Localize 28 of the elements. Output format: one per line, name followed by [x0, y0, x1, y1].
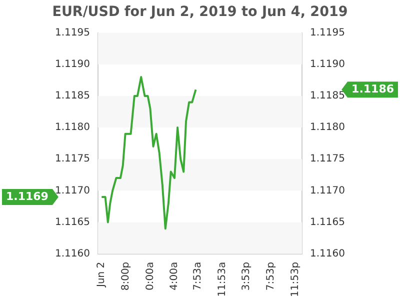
y2-tick-label: 1.1195	[310, 27, 346, 38]
x-tick-label: 8:00p	[120, 262, 132, 291]
x-tick-label: 3:53p	[241, 262, 252, 291]
y2-tick-label: 1.1160	[310, 248, 346, 260]
text: 1.1186	[352, 82, 394, 96]
chart-title: EUR/USD for Jun 2, 2019 to Jun 4, 2019	[52, 4, 348, 20]
y-tick-label: 1.1190	[54, 58, 90, 70]
x-tick-label: 4:00a	[169, 262, 180, 290]
y-tick-label: 1.1180	[54, 122, 90, 134]
y2-tick-label: 1.1165	[310, 216, 346, 228]
x-tick-label: Jun 2	[96, 262, 108, 288]
y-tick-label: 1.1195	[54, 27, 90, 38]
x-tick-label: 11:53p	[290, 262, 301, 298]
y2-tick-label: 1.1190	[310, 58, 346, 70]
y-tick-label: 1.1160	[54, 248, 90, 260]
y-tick-label: 1.1185	[54, 90, 90, 102]
y2-tick-label: 1.1185	[310, 90, 346, 102]
y-tick-label: 1.1165	[54, 216, 90, 228]
y2-tick-label: 1.1170	[310, 185, 346, 196]
y2-tick-label: 1.1180	[310, 122, 346, 134]
x-tick-label: 0:00a	[144, 262, 156, 290]
x-tick-label: 11:53a	[216, 262, 228, 297]
x-tick-label: 7:53p	[266, 262, 277, 291]
y2-tick-label: 1.1175	[310, 154, 346, 165]
y-tick-label: 1.1175	[54, 154, 90, 165]
y-tick-label: 1.1170	[54, 185, 90, 196]
x-tick-label: 7:53a	[192, 262, 204, 290]
text: 1.1169	[6, 190, 48, 203]
